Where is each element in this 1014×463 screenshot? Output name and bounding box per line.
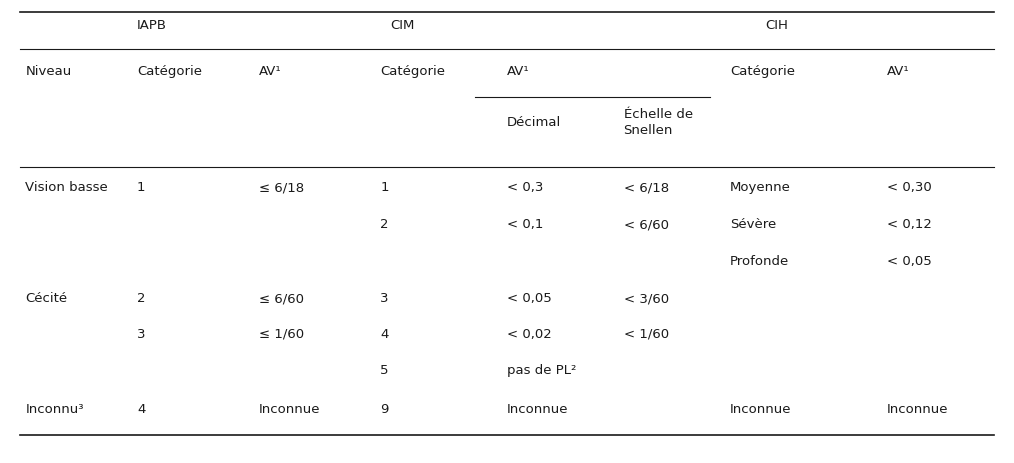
- Text: < 0,02: < 0,02: [507, 328, 552, 341]
- Text: Inconnue: Inconnue: [507, 403, 569, 416]
- Text: 3: 3: [380, 292, 388, 305]
- Text: Catégorie: Catégorie: [137, 65, 202, 78]
- Text: CIH: CIH: [766, 19, 789, 32]
- Text: ≤ 1/60: ≤ 1/60: [259, 328, 304, 341]
- Text: 1: 1: [137, 181, 145, 194]
- Text: Décimal: Décimal: [507, 116, 562, 129]
- Text: AV¹: AV¹: [507, 65, 529, 78]
- Text: Cécité: Cécité: [25, 292, 68, 305]
- Text: Inconnu³: Inconnu³: [25, 403, 84, 416]
- Text: Inconnue: Inconnue: [887, 403, 949, 416]
- Text: 2: 2: [137, 292, 145, 305]
- Text: AV¹: AV¹: [259, 65, 281, 78]
- Text: ≤ 6/18: ≤ 6/18: [259, 181, 304, 194]
- Text: Catégorie: Catégorie: [730, 65, 795, 78]
- Text: 4: 4: [137, 403, 145, 416]
- Text: < 6/18: < 6/18: [624, 181, 669, 194]
- Text: 1: 1: [380, 181, 388, 194]
- Text: pas de PL²: pas de PL²: [507, 364, 576, 377]
- Text: CIM: CIM: [390, 19, 415, 32]
- Text: IAPB: IAPB: [137, 19, 167, 32]
- Text: Sévère: Sévère: [730, 218, 777, 231]
- Text: 9: 9: [380, 403, 388, 416]
- Text: 2: 2: [380, 218, 388, 231]
- Text: < 0,05: < 0,05: [507, 292, 552, 305]
- Text: < 6/60: < 6/60: [624, 218, 668, 231]
- Text: < 0,1: < 0,1: [507, 218, 544, 231]
- Text: Inconnue: Inconnue: [730, 403, 792, 416]
- Text: Vision basse: Vision basse: [25, 181, 108, 194]
- Text: < 3/60: < 3/60: [624, 292, 669, 305]
- Text: < 0,30: < 0,30: [887, 181, 932, 194]
- Text: Inconnue: Inconnue: [259, 403, 320, 416]
- Text: 5: 5: [380, 364, 388, 377]
- Text: 4: 4: [380, 328, 388, 341]
- Text: < 0,3: < 0,3: [507, 181, 544, 194]
- Text: Catégorie: Catégorie: [380, 65, 445, 78]
- Text: Profonde: Profonde: [730, 255, 789, 268]
- Text: Niveau: Niveau: [25, 65, 72, 78]
- Text: < 0,05: < 0,05: [887, 255, 932, 268]
- Text: < 0,12: < 0,12: [887, 218, 932, 231]
- Text: ≤ 6/60: ≤ 6/60: [259, 292, 303, 305]
- Text: Échelle de
Snellen: Échelle de Snellen: [624, 108, 693, 137]
- Text: 3: 3: [137, 328, 145, 341]
- Text: Moyenne: Moyenne: [730, 181, 791, 194]
- Text: < 1/60: < 1/60: [624, 328, 669, 341]
- Text: AV¹: AV¹: [887, 65, 910, 78]
